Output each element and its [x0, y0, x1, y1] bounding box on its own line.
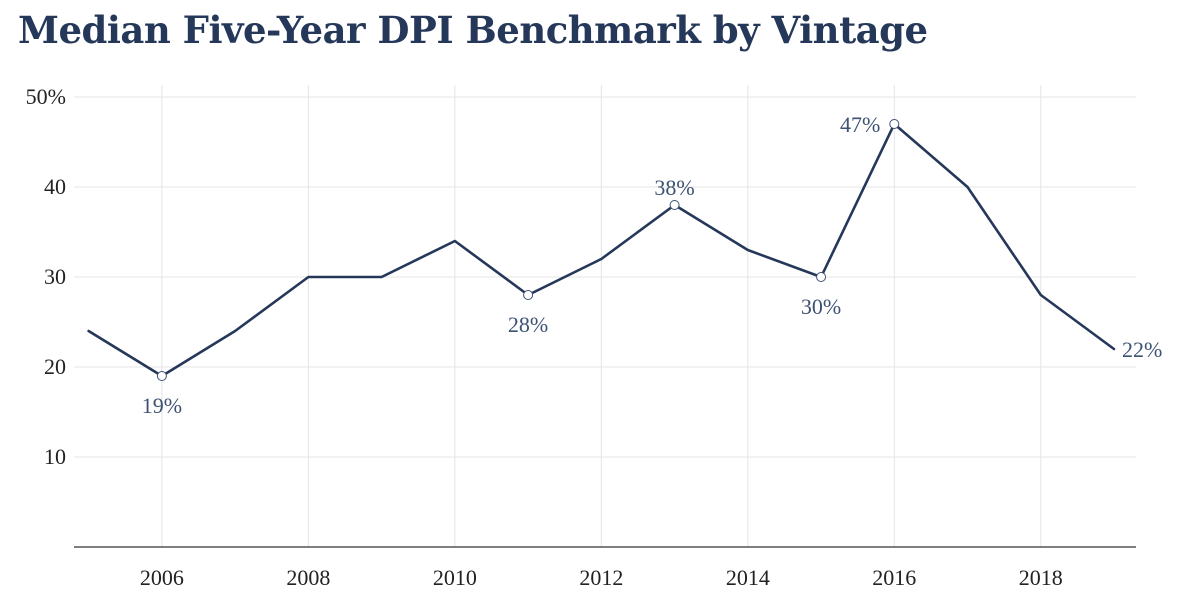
- data-label: 30%: [801, 294, 841, 319]
- data-point-marker: [156, 371, 167, 381]
- y-tick-label: 40: [44, 174, 66, 199]
- x-tick-label: 2006: [140, 565, 184, 590]
- y-tick-label: 50%: [26, 84, 66, 109]
- data-point-marker: [669, 200, 680, 210]
- series: [87, 122, 1116, 378]
- series-line: [87, 122, 1116, 378]
- x-tick-label: 2018: [1019, 565, 1063, 590]
- y-tick-label: 20: [44, 354, 66, 379]
- x-tick-label: 2014: [726, 565, 770, 590]
- data-point-marker: [816, 272, 827, 282]
- data-label: 28%: [508, 312, 548, 337]
- data-label: 19%: [142, 393, 182, 418]
- x-tick-label: 2010: [433, 565, 477, 590]
- x-tick-label: 2012: [579, 565, 623, 590]
- data-label: 47%: [840, 112, 880, 137]
- x-tick-label: 2016: [872, 565, 916, 590]
- y-tick-label: 10: [44, 444, 66, 469]
- x-tick-label: 2008: [286, 565, 330, 590]
- data-label: 22%: [1122, 337, 1162, 362]
- data-labels: 19% 28% 38% 30% 47% 22%: [142, 112, 1163, 418]
- grid: [74, 85, 1136, 547]
- axes: 10 20 30 40 50% 2006 2008 2010 2012 2014 2016 2018: [26, 84, 1136, 590]
- markers: [156, 119, 900, 381]
- data-label: 38%: [654, 175, 694, 200]
- y-tick-label: 30: [44, 264, 66, 289]
- chart-title: Median Five-Year DPI Benchmark by Vintag…: [18, 8, 928, 52]
- data-point-marker: [889, 119, 900, 129]
- data-point-marker: [523, 290, 534, 300]
